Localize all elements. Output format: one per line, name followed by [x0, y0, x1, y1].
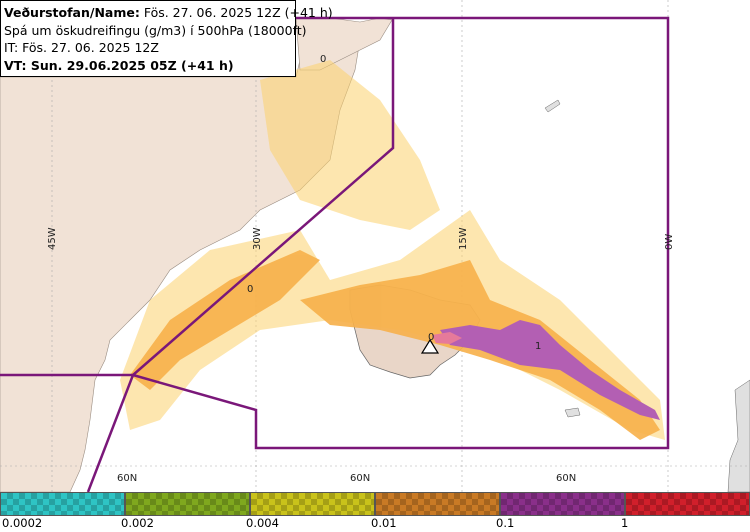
norway-coast: [727, 379, 750, 492]
island-jan-mayen: [544, 99, 561, 113]
island-faroe: [564, 407, 581, 418]
initial-time: IT: Fös. 27. 06. 2025 12Z: [4, 40, 159, 55]
legend-tick-5: 1: [621, 516, 629, 530]
volcano-triangle-icon: [420, 338, 440, 354]
fir-boundary: [0, 16, 670, 492]
ash-cloud-peak: [432, 332, 462, 344]
legend-tick-1: 0.002: [121, 516, 154, 530]
ash-cloud-high: [440, 320, 660, 420]
issuer-label: Veðurstofan/Name:: [4, 5, 140, 20]
forecast-info-box: Veðurstofan/Name: Fös. 27. 06. 2025 12Z …: [0, 0, 333, 77]
concentration-legend: 0.0002 0.002 0.004 0.01 0.1 1: [0, 492, 750, 532]
legend-swatches: [0, 492, 750, 516]
legend-tick-4: 0.1: [496, 516, 515, 530]
issue-time: Fös. 27. 06. 2025 12Z (+41 h): [139, 5, 333, 20]
legend-swatch-3: [375, 492, 500, 516]
contour-label-0-b: 0: [247, 284, 253, 295]
contour-label-0-a: 0: [320, 54, 326, 65]
ash-dispersion-map: 45W 30W 15W 0W 60N 60N 60N 0 0 0 1: [0, 0, 750, 492]
lon-label-45w: 45W: [47, 227, 58, 250]
forecast-description: Spá um öskudreifingu (g/m3) í 500hPa (18…: [4, 22, 307, 38]
valid-time-text: VT: Sun. 29.06.2025 05Z (+41 h): [4, 57, 234, 73]
legend-swatch-0: [0, 492, 125, 516]
lat-label-b: 60N: [350, 473, 370, 484]
legend-ticks: 0.0002 0.002 0.004 0.01 0.1 1: [0, 516, 750, 532]
lon-label-30w: 30W: [252, 227, 263, 250]
lat-label-a: 60N: [117, 473, 137, 484]
legend-tick-3: 0.01: [371, 516, 397, 530]
contour-label-0-c: 0: [428, 332, 434, 343]
valid-time: VT: Sun. 29.06.2025 05Z (+41 h): [4, 57, 292, 75]
legend-swatch-5: [625, 492, 750, 516]
issuer-line: Veðurstofan/Name: Fös. 27. 06. 2025 12Z …: [4, 4, 333, 22]
lon-label-15w: 15W: [458, 227, 469, 250]
lat-label-c: 60N: [556, 473, 576, 484]
legend-tick-0: 0.0002: [2, 516, 43, 530]
lon-label-0w: 0W: [664, 234, 675, 250]
legend-swatch-2: [250, 492, 375, 516]
legend-swatch-1: [125, 492, 250, 516]
legend-swatch-4: [500, 492, 625, 516]
legend-tick-2: 0.004: [246, 516, 279, 530]
contour-label-1: 1: [535, 341, 541, 352]
